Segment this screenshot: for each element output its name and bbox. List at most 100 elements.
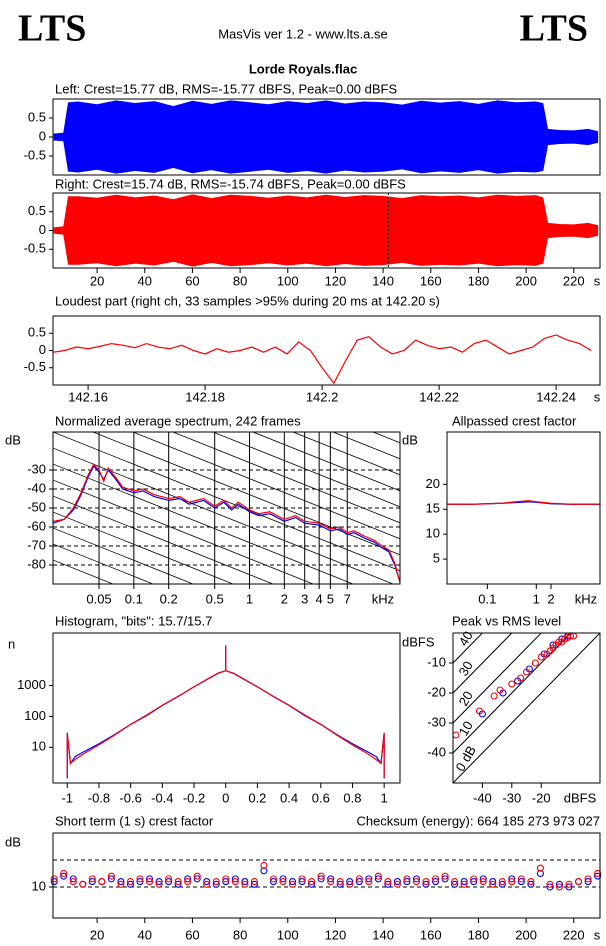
y-tick-label: -0.5 <box>24 147 46 162</box>
y-tick-label: 1000 <box>17 677 46 692</box>
x-tick-label: -30 <box>502 790 521 805</box>
plot-frame <box>52 98 601 176</box>
x-tick-label: -0.6 <box>119 790 141 805</box>
x-tick-label: -1 <box>61 790 73 805</box>
point <box>60 869 68 878</box>
point <box>136 875 144 883</box>
x-tick-label: 0 <box>222 790 229 805</box>
crest-line-label: 10 <box>456 718 476 738</box>
point <box>479 878 487 886</box>
y-tick-label: -0.5 <box>24 241 46 256</box>
point <box>422 880 430 888</box>
x-tick-label: 180 <box>468 273 490 288</box>
point <box>365 875 373 883</box>
crest-line-label: 20 <box>456 688 476 708</box>
x-tick-label: 0.05 <box>86 591 111 606</box>
point <box>346 878 354 886</box>
y-tick-label: 15 <box>426 501 440 516</box>
y-tick-label: 20 <box>426 476 440 491</box>
x-tick-label: 160 <box>420 273 442 288</box>
x-tick-label: 0.8 <box>343 790 361 805</box>
point <box>498 878 506 886</box>
x-tick-label: 200 <box>515 273 537 288</box>
point <box>546 883 554 891</box>
point <box>531 659 539 667</box>
point <box>298 878 306 886</box>
point <box>193 875 201 883</box>
slope-line <box>53 463 355 584</box>
point <box>60 872 68 880</box>
y-unit: dB <box>5 834 21 849</box>
point <box>555 638 563 646</box>
x-tick-label: 0.1 <box>125 591 143 606</box>
plot-frame <box>452 632 601 784</box>
point <box>279 875 287 883</box>
x-tick-label: 0.5 <box>206 591 224 606</box>
point <box>222 878 230 886</box>
point <box>117 878 125 886</box>
x-tick-label: 142.22 <box>419 389 459 404</box>
x-tick-label: 0.2 <box>248 790 266 805</box>
logo-left: LTS <box>18 8 86 50</box>
y-tick-label: -60 <box>27 518 46 533</box>
checksum: Checksum (energy): 664 185 273 973 027 <box>356 813 600 828</box>
point <box>470 875 478 883</box>
x-tick-label: 20 <box>90 273 104 288</box>
point <box>184 878 192 886</box>
plot-frame <box>52 832 601 919</box>
file-name: Lorde Royals.flac <box>249 61 357 76</box>
x-tick-label: -0.8 <box>88 790 110 805</box>
chart-title: Short term (1 s) crest factor <box>55 813 214 828</box>
point <box>193 872 201 880</box>
point <box>594 869 602 878</box>
point <box>79 880 87 888</box>
x-tick-label: 60 <box>185 927 199 942</box>
point <box>431 875 440 883</box>
slope-line <box>212 432 400 508</box>
x-tick-label: 2 <box>281 591 288 606</box>
point <box>546 880 554 888</box>
point <box>490 692 498 700</box>
x-tick-label: -40 <box>473 790 492 805</box>
point <box>231 878 239 886</box>
x-tick-label: 220 <box>563 927 585 942</box>
chart-title: Right: Crest=15.74 dB, RMS=-15.74 dBFS, … <box>55 176 406 191</box>
point <box>260 867 268 875</box>
point <box>88 875 96 883</box>
x-tick-label: 142.24 <box>536 389 576 404</box>
point <box>88 878 96 886</box>
chart-title: Left: Crest=15.77 dB, RMS=-15.77 dBFS, P… <box>55 81 397 96</box>
slope-line <box>132 432 400 540</box>
series-line <box>66 645 385 779</box>
point <box>155 878 163 886</box>
series-line <box>53 463 400 583</box>
point <box>165 875 173 883</box>
x-tick-label: 80 <box>233 273 247 288</box>
x-tick-label: 5 <box>327 591 334 606</box>
x-tick-label: 0.1 <box>478 591 496 606</box>
chart-title: Normalized average spectrum, 242 frames <box>55 413 301 428</box>
point <box>536 869 544 878</box>
point <box>536 864 544 872</box>
waveform <box>53 194 599 267</box>
y-tick-label: 0 <box>39 128 46 143</box>
point <box>155 880 163 888</box>
point <box>355 875 363 883</box>
point <box>250 878 258 886</box>
point <box>336 878 344 886</box>
y-unit: dB <box>5 432 21 447</box>
point <box>489 880 497 888</box>
point <box>460 880 468 888</box>
crest-line <box>453 633 513 694</box>
point <box>117 880 125 888</box>
slope-line <box>53 495 275 584</box>
point <box>222 875 230 883</box>
crest-line <box>453 633 572 754</box>
y-tick-label: 5 <box>433 551 440 566</box>
x-tick-label: 1 <box>381 790 388 805</box>
slope-line <box>53 432 400 572</box>
point <box>489 878 497 886</box>
slope-line <box>53 543 155 584</box>
point <box>288 880 297 888</box>
point <box>212 878 220 886</box>
